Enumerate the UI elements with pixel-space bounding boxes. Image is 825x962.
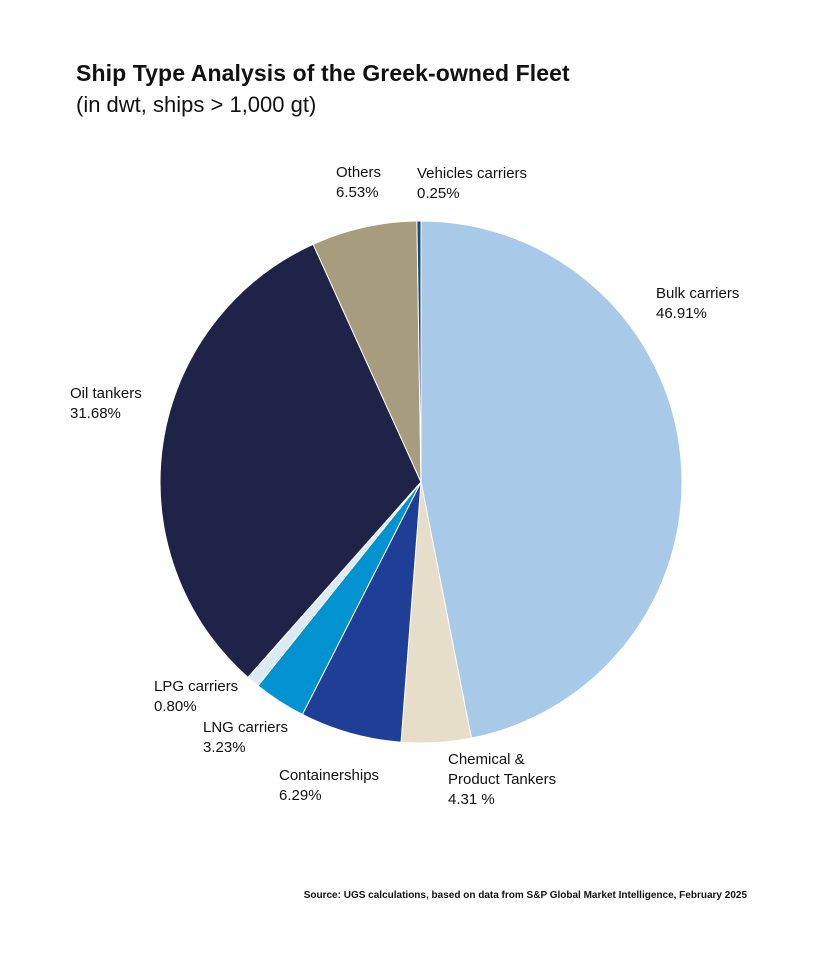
label-lpg-name: LPG carriers — [154, 678, 239, 695]
label-others-value: 6.53% — [336, 184, 379, 201]
label-lpg-value: 0.80% — [154, 698, 197, 715]
label-containerships: Containerships 6.29% — [279, 766, 379, 806]
label-oil: Oil tankers 31.68% — [70, 384, 142, 424]
label-oil-name: Oil tankers — [70, 385, 142, 402]
pie-slice-oil — [159, 243, 422, 679]
label-vehicles: Vehicles carriers 0.25% — [417, 164, 527, 204]
source-note: Source: UGS calculations, based on data … — [303, 890, 747, 901]
label-others: Others 6.53% — [336, 163, 381, 203]
label-containerships-name: Containerships — [279, 767, 380, 784]
label-lng-name: LNG carriers — [203, 719, 289, 736]
label-bulk-value: 46.91% — [656, 305, 707, 322]
label-oil-value: 31.68% — [70, 405, 121, 422]
label-chemical: Chemical & Product Tankers 4.31 % — [448, 750, 556, 810]
label-lpg: LPG carriers 0.80% — [154, 677, 238, 717]
chart-title: Ship Type Analysis of the Greek-owned Fl… — [76, 60, 570, 86]
label-lng: LNG carriers 3.23% — [203, 718, 288, 758]
label-vehicles-value: 0.25% — [417, 185, 460, 202]
label-vehicles-name: Vehicles carriers — [417, 165, 528, 182]
label-others-name: Others — [336, 164, 382, 181]
label-containerships-value: 6.29% — [279, 787, 322, 804]
label-chemical-value: 4.31 % — [448, 791, 495, 808]
label-bulk-name: Bulk carriers — [656, 285, 740, 302]
label-chemical-name-2: Product Tankers — [448, 771, 557, 788]
pie-slice-vehicles — [416, 220, 422, 483]
chart-subtitle: (in dwt, ships > 1,000 gt) — [76, 92, 317, 117]
label-lng-value: 3.23% — [203, 739, 246, 756]
label-chemical-name-1: Chemical & — [448, 751, 525, 768]
label-bulk: Bulk carriers 46.91% — [656, 284, 739, 324]
pie-slice-bulk — [420, 220, 683, 739]
